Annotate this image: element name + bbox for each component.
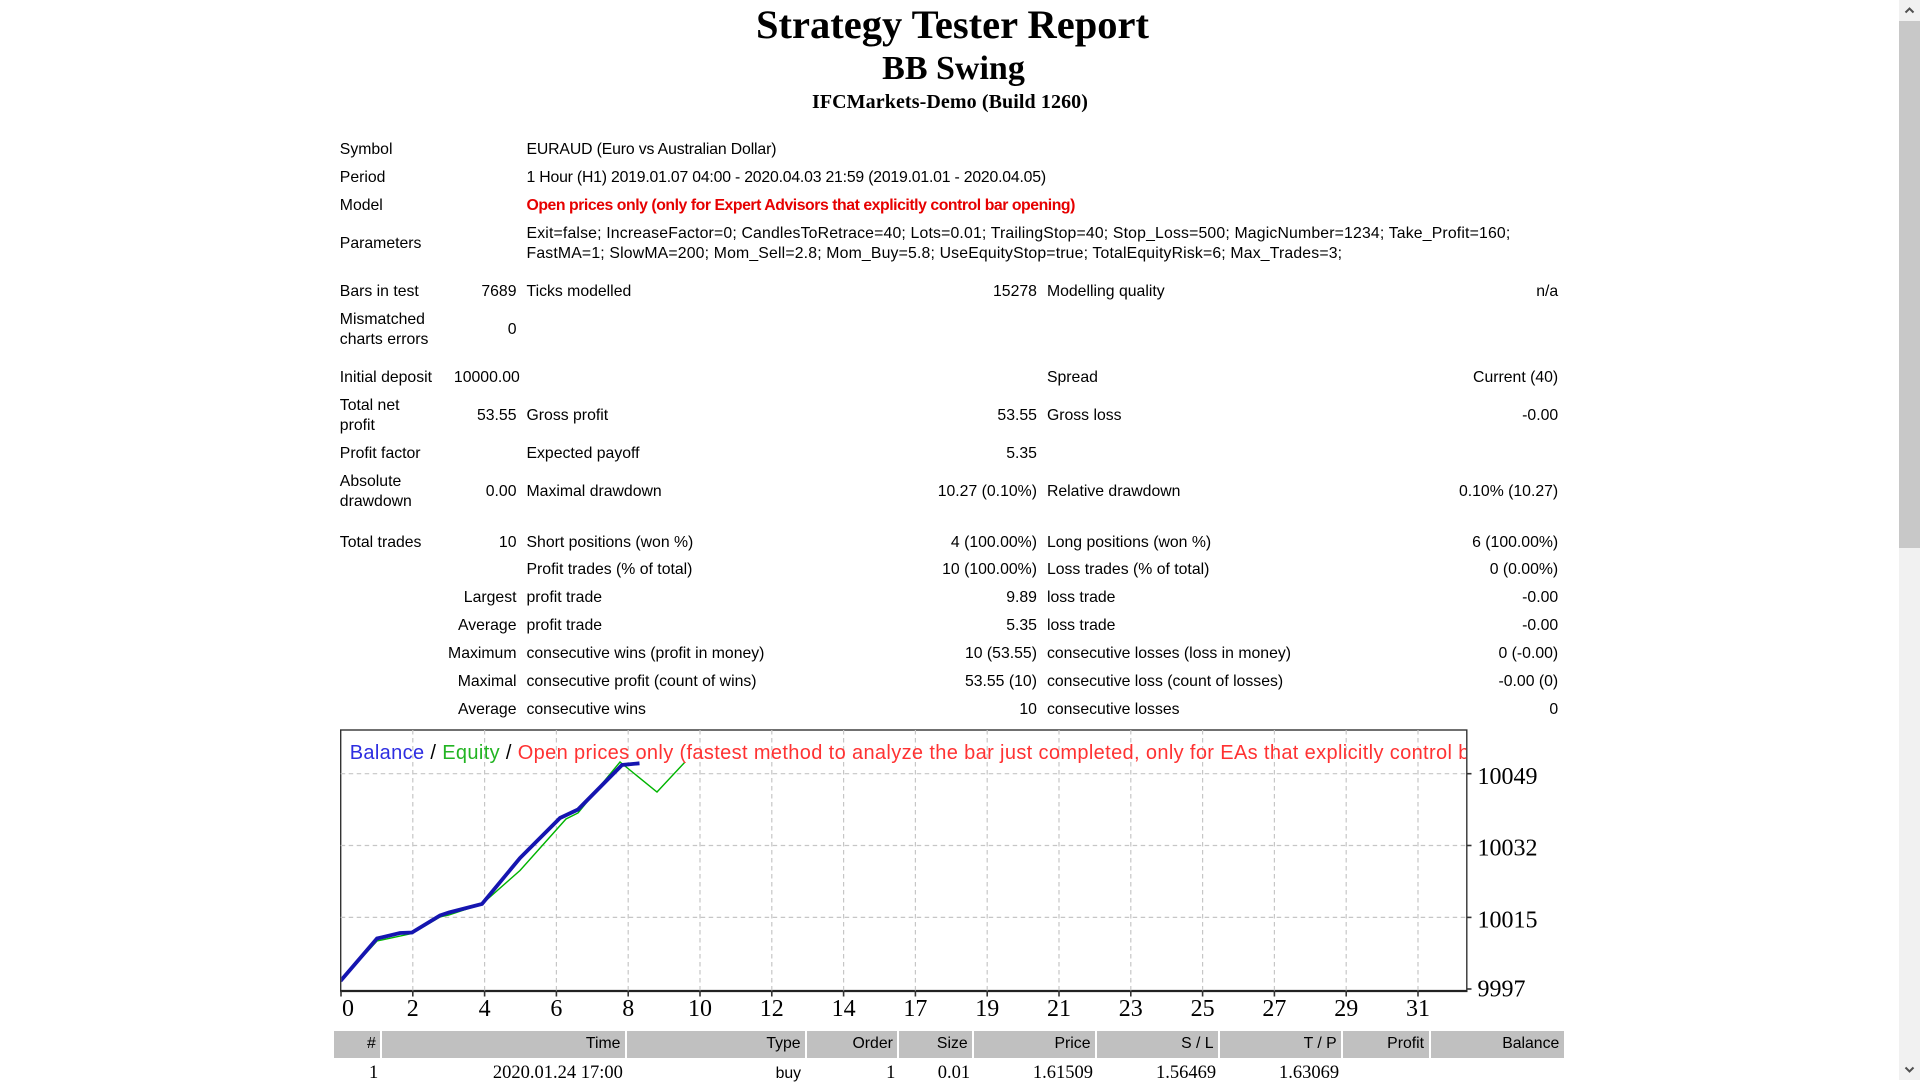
svg-text:23: 23 [1119,996,1143,1022]
svg-text:10015: 10015 [1478,908,1538,934]
svg-text:0: 0 [342,996,354,1022]
svg-text:31: 31 [1406,996,1430,1022]
svg-text:10049: 10049 [1478,764,1538,790]
svg-text:9997: 9997 [1478,977,1526,1003]
svg-text:12: 12 [760,996,784,1022]
svg-text:25: 25 [1191,996,1215,1022]
svg-text:6: 6 [550,996,562,1022]
svg-text:10032: 10032 [1478,836,1538,862]
svg-text:4: 4 [479,996,491,1022]
svg-text:14: 14 [832,996,856,1022]
svg-text:19: 19 [975,996,999,1022]
svg-text:2: 2 [407,996,419,1022]
svg-text:10: 10 [688,996,712,1022]
svg-text:17: 17 [903,996,927,1022]
svg-text:29: 29 [1334,996,1358,1022]
svg-text:8: 8 [622,996,634,1022]
svg-text:21: 21 [1047,996,1071,1022]
svg-text:27: 27 [1262,996,1286,1022]
svg-text:Balance / Equity / Open prices: Balance / Equity / Open prices only (fas… [350,742,1575,764]
